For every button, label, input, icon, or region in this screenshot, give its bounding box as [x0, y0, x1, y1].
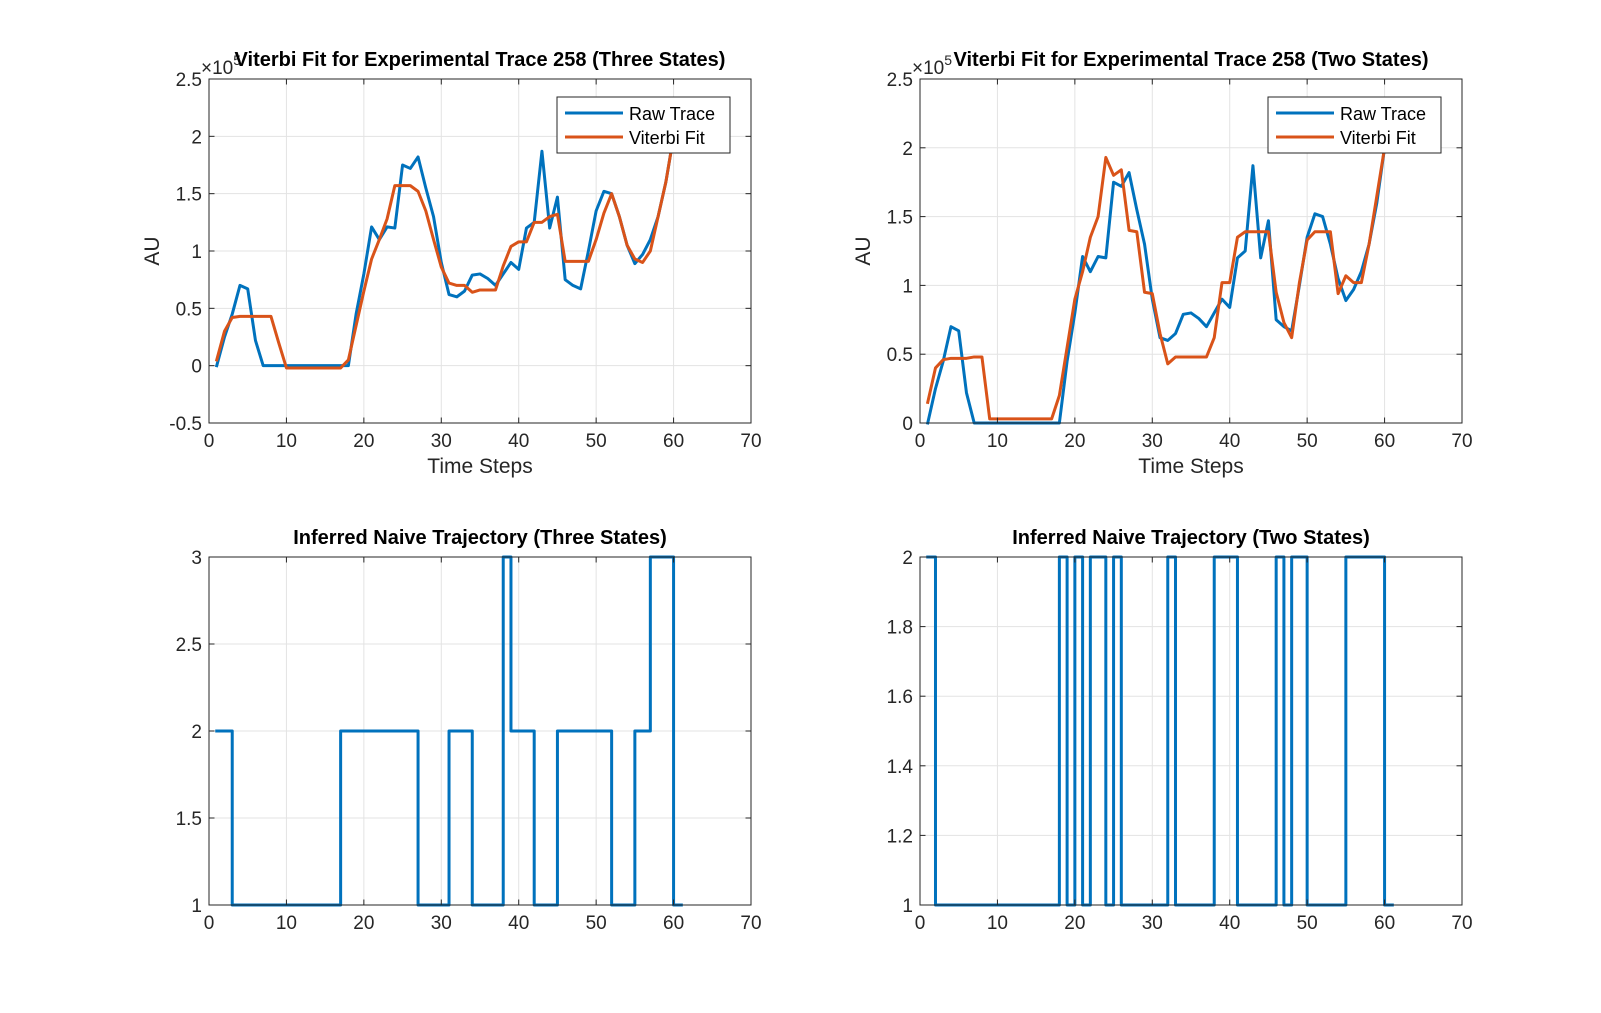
y-tick-label: 1 [191, 242, 202, 263]
x-tick-label: 10 [987, 913, 1008, 934]
x-tick-label: 50 [1297, 913, 1318, 934]
legend-entry: Viterbi Fit [629, 128, 705, 148]
x-tick-label: 60 [1374, 913, 1395, 934]
y-tick-label: 1.4 [887, 757, 914, 778]
y-tick-label: 3 [191, 548, 202, 569]
axes-1: 0 10 20 30 40 50 60 70-0.500.511.522.5×105Viter… [141, 49, 762, 478]
legend: Raw Trace Viterbi Fit [556, 96, 731, 154]
x-axis-label: Time Steps [1138, 455, 1243, 478]
axes-frame [919, 556, 1463, 906]
y-tick-label: 1.5 [887, 208, 913, 229]
x-tick-label: 50 [586, 913, 607, 934]
x-tick-label: 20 [353, 431, 374, 452]
y-exponent-label: ×105 [912, 52, 952, 79]
y-tick-label: 1 [902, 896, 913, 917]
legend-box [556, 96, 731, 154]
y-tick-label: 0 [902, 414, 913, 435]
x-tick-label: 10 [276, 431, 297, 452]
y-tick-label: 1.2 [887, 826, 913, 847]
x-tick-label: 60 [1374, 431, 1395, 452]
y-tick-label: 2.5 [176, 635, 202, 656]
chart-title: Viterbi Fit for Experimental Trace 258 (… [235, 49, 726, 71]
x-tick-label: 40 [1219, 431, 1240, 452]
x-tick-label: 60 [663, 913, 684, 934]
y-tick-label: 1 [191, 896, 202, 917]
x-tick-label: 40 [1219, 913, 1240, 934]
y-exponent-power: 5 [944, 52, 952, 68]
x-tick-label: 0 [915, 431, 926, 452]
x-tick-label: 30 [431, 431, 452, 452]
x-tick-label: 30 [1142, 913, 1163, 934]
y-axis-label: AU [141, 236, 164, 265]
x-tick-label: 10 [987, 431, 1008, 452]
legend: Raw Trace Viterbi Fit [1267, 96, 1442, 154]
x-tick-label: 20 [1064, 431, 1085, 452]
x-tick-label: 50 [586, 431, 607, 452]
y-tick-label: 1.5 [176, 809, 202, 830]
y-tick-label: 2 [902, 139, 913, 160]
y-tick-label: 2.5 [176, 70, 202, 91]
axes-4: 0 10 20 30 40 50 60 70 1 1.2 1.4 1.6 1.8 2 Inferred Na… [887, 527, 1473, 934]
y-tick-label: 1 [902, 276, 913, 297]
legend-box [1267, 96, 1442, 154]
y-tick-label: 2 [191, 127, 202, 148]
x-tick-label: 20 [1064, 913, 1085, 934]
y-tick-label: -0.5 [169, 414, 202, 435]
x-tick-label: 70 [1451, 913, 1472, 934]
series-trajectory [215, 555, 683, 907]
chart-title: Viterbi Fit for Experimental Trace 258 (… [954, 49, 1429, 71]
legend-entry: Raw Trace [629, 104, 715, 124]
y-tick-label: 1.6 [887, 687, 913, 708]
axes-frame [919, 78, 1463, 424]
series-viterbi-fit [214, 134, 676, 370]
y-exponent-power: 5 [233, 52, 241, 68]
x-tick-label: 20 [353, 913, 374, 934]
x-tick-label: 0 [915, 913, 926, 934]
x-axis-label: Time Steps [427, 455, 532, 478]
x-tick-label: 50 [1297, 431, 1318, 452]
y-tick-label: 0 [191, 357, 202, 378]
chart-title: Inferred Naive Trajectory (Two States) [1012, 527, 1370, 549]
x-tick-label: 10 [276, 913, 297, 934]
y-tick-label: 0.5 [887, 345, 913, 366]
x-tick-label: 70 [740, 431, 761, 452]
y-tick-label: 1.8 [887, 618, 913, 639]
x-tick-label: 40 [508, 913, 529, 934]
x-tick-label: 0 [204, 913, 215, 934]
x-tick-label: 40 [508, 431, 529, 452]
y-tick-label: 2 [191, 722, 202, 743]
series-viterbi-fit [925, 146, 1387, 421]
plot-area [920, 557, 1462, 905]
y-tick-label: 2 [902, 548, 913, 569]
x-tick-label: 30 [1142, 431, 1163, 452]
legend-entry: Raw Trace [1340, 104, 1426, 124]
x-tick-label: 30 [431, 913, 452, 934]
x-tick-label: 70 [1451, 431, 1472, 452]
x-tick-label: 0 [204, 431, 215, 452]
axes-3: 0 10 20 30 40 50 60 70 1 1.5 2 2.5 3 Inferred Naive T… [176, 527, 762, 934]
x-tick-label: 60 [663, 431, 684, 452]
y-tick-label: 1.5 [176, 185, 202, 206]
y-axis-label: AU [852, 236, 875, 265]
y-tick-label: 2.5 [887, 70, 913, 91]
legend-entry: Viterbi Fit [1340, 128, 1416, 148]
chart-title: Inferred Naive Trajectory (Three States) [293, 527, 666, 549]
y-tick-label: 0.5 [176, 299, 202, 320]
x-tick-label: 70 [740, 913, 761, 934]
